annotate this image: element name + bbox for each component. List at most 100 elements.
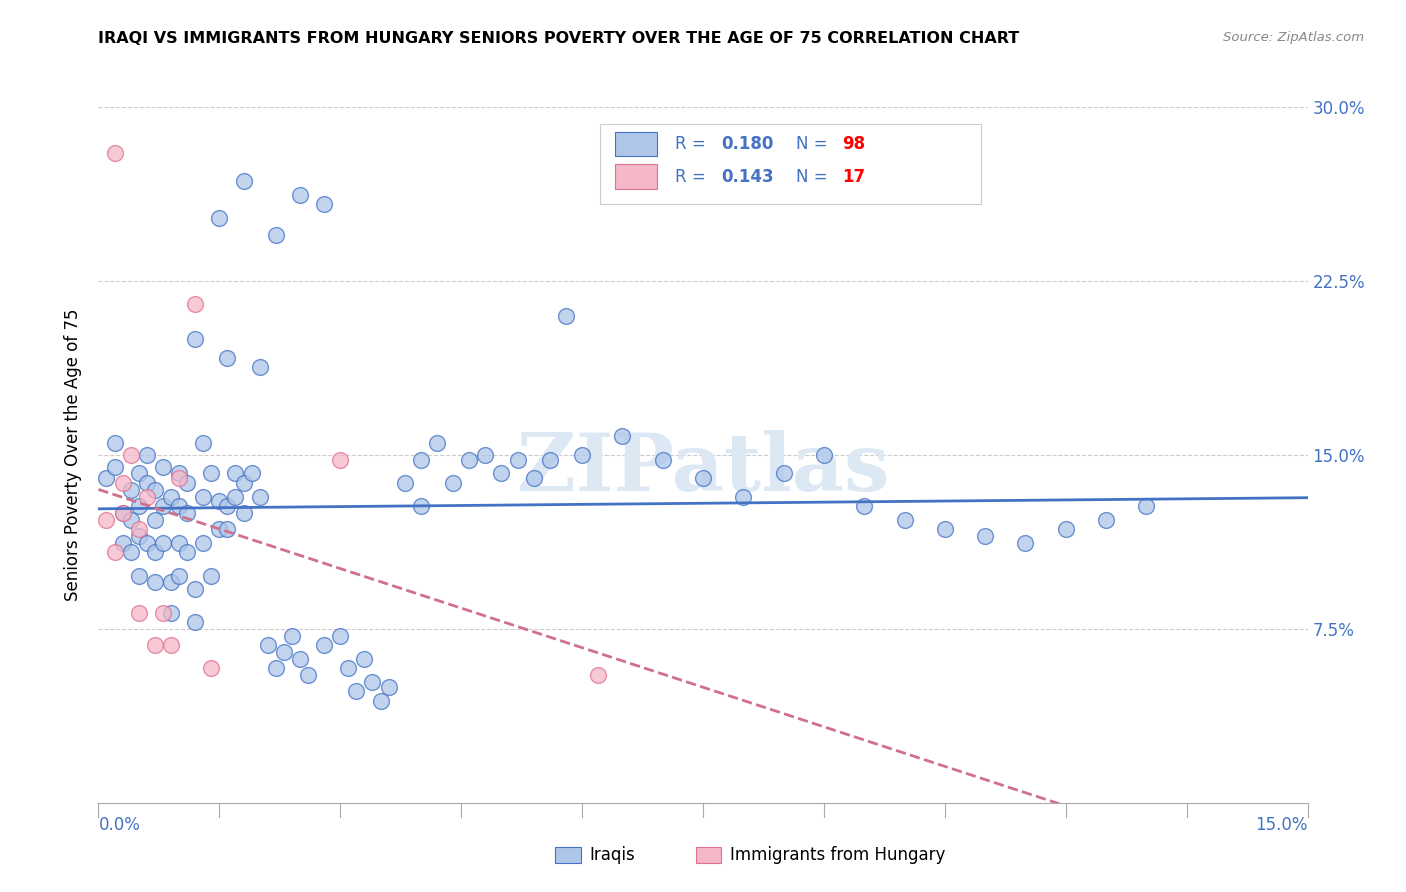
Point: [217, 351, 239, 365]
Point: [176, 475, 198, 490]
Point: [224, 490, 246, 504]
Point: [176, 506, 198, 520]
Point: [200, 661, 222, 675]
Point: [200, 467, 222, 481]
Point: [329, 452, 352, 467]
Point: [152, 606, 174, 620]
Point: [458, 452, 481, 467]
Point: [426, 436, 449, 450]
Text: Immigrants from Hungary: Immigrants from Hungary: [730, 846, 945, 863]
Point: [281, 629, 304, 643]
Text: 0.0%: 0.0%: [98, 816, 141, 834]
Point: [264, 661, 287, 675]
Point: [893, 513, 915, 527]
Point: [1054, 522, 1077, 536]
Text: 17: 17: [842, 168, 865, 186]
Point: [394, 475, 416, 490]
Point: [240, 467, 263, 481]
Point: [135, 490, 157, 504]
Point: [208, 494, 231, 508]
Point: [314, 197, 336, 211]
Point: [264, 227, 287, 242]
Point: [103, 459, 125, 474]
Point: [167, 568, 190, 582]
Point: [506, 452, 529, 467]
Point: [128, 568, 150, 582]
Point: [249, 490, 271, 504]
Point: [167, 536, 190, 550]
Point: [813, 448, 835, 462]
Point: [409, 452, 432, 467]
Point: [160, 606, 183, 620]
Point: [120, 513, 142, 527]
Point: [111, 536, 134, 550]
Point: [111, 475, 134, 490]
Point: [651, 452, 673, 467]
Point: [143, 545, 166, 559]
Point: [232, 174, 254, 188]
Point: [193, 436, 215, 450]
Point: [111, 506, 134, 520]
Point: [184, 582, 207, 597]
Point: [176, 545, 198, 559]
Point: [135, 448, 157, 462]
Text: N =: N =: [796, 135, 832, 153]
Point: [337, 661, 360, 675]
Point: [491, 467, 513, 481]
Point: [934, 522, 956, 536]
Point: [377, 680, 399, 694]
Point: [297, 668, 319, 682]
Point: [441, 475, 464, 490]
Point: [167, 499, 190, 513]
Point: [538, 452, 561, 467]
Point: [152, 499, 174, 513]
Point: [200, 568, 222, 582]
Point: [353, 652, 375, 666]
Point: [184, 332, 207, 346]
Text: R =: R =: [675, 168, 711, 186]
Point: [120, 545, 142, 559]
Point: [184, 615, 207, 629]
FancyBboxPatch shape: [600, 124, 981, 204]
Point: [143, 638, 166, 652]
Y-axis label: Seniors Poverty Over the Age of 75: Seniors Poverty Over the Age of 75: [65, 309, 83, 601]
Point: [370, 694, 392, 708]
Text: 0.143: 0.143: [721, 168, 773, 186]
Point: [586, 668, 609, 682]
Point: [103, 545, 125, 559]
Text: Iraqis: Iraqis: [589, 846, 636, 863]
Point: [772, 467, 794, 481]
Point: [135, 475, 157, 490]
Text: 98: 98: [842, 135, 865, 153]
Point: [96, 471, 118, 485]
Point: [555, 309, 578, 323]
Point: [409, 499, 432, 513]
Point: [232, 475, 254, 490]
Point: [217, 522, 239, 536]
Point: [1014, 536, 1036, 550]
Point: [1135, 499, 1157, 513]
Point: [329, 629, 352, 643]
Point: [208, 522, 231, 536]
Point: [128, 529, 150, 543]
Point: [571, 448, 593, 462]
Point: [288, 188, 311, 202]
Point: [208, 211, 231, 226]
Point: [152, 459, 174, 474]
Point: [167, 467, 190, 481]
Text: Source: ZipAtlas.com: Source: ZipAtlas.com: [1223, 31, 1364, 45]
Point: [853, 499, 876, 513]
Point: [120, 483, 142, 497]
Point: [217, 499, 239, 513]
Text: 15.0%: 15.0%: [1256, 816, 1308, 834]
Point: [160, 575, 183, 590]
Text: IRAQI VS IMMIGRANTS FROM HUNGARY SENIORS POVERTY OVER THE AGE OF 75 CORRELATION : IRAQI VS IMMIGRANTS FROM HUNGARY SENIORS…: [98, 31, 1019, 46]
Point: [96, 513, 118, 527]
Point: [1095, 513, 1118, 527]
Point: [232, 506, 254, 520]
Point: [474, 448, 496, 462]
Point: [128, 467, 150, 481]
Point: [143, 513, 166, 527]
Point: [128, 522, 150, 536]
Text: ZIPatlas: ZIPatlas: [517, 430, 889, 508]
